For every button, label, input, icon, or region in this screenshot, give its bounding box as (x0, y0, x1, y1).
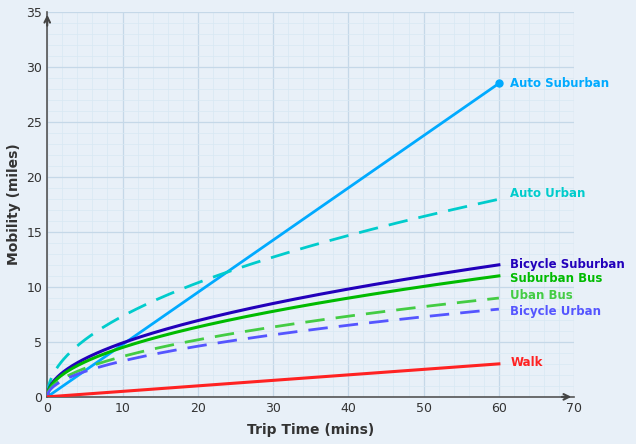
Text: Auto Suburban: Auto Suburban (510, 77, 609, 90)
Text: Walk: Walk (510, 356, 543, 369)
Y-axis label: Mobility (miles): Mobility (miles) (7, 143, 21, 265)
X-axis label: Trip Time (mins): Trip Time (mins) (247, 423, 375, 437)
Text: Auto Urban: Auto Urban (510, 187, 586, 200)
Text: Uban Bus: Uban Bus (510, 289, 573, 302)
Text: Bicycle Suburban: Bicycle Suburban (510, 258, 625, 271)
Text: Bicycle Urban: Bicycle Urban (510, 305, 601, 317)
Text: Suburban Bus: Suburban Bus (510, 272, 602, 285)
